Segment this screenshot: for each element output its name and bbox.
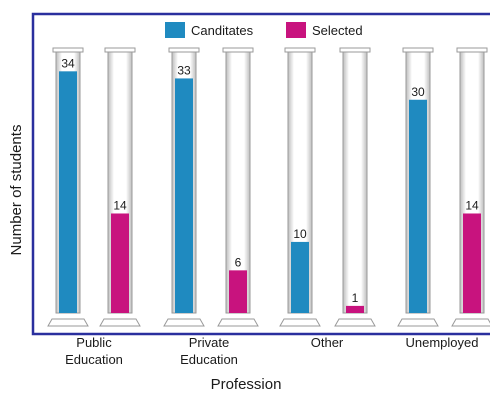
tube-lip-private-education-canditates: [168, 47, 200, 53]
bars: [59, 71, 481, 313]
data-label-unemployed-selected: 14: [465, 198, 479, 212]
legend-entry-selected: Selected: [286, 22, 363, 38]
data-label-private-education-canditates: 33: [177, 63, 191, 77]
bar-other-canditates: [291, 241, 309, 313]
legend-label-canditates: Canditates: [191, 23, 254, 38]
legend: Canditates Selected: [165, 22, 363, 38]
tube-lip-other-canditates: [284, 47, 316, 53]
tube-lip-unemployed-selected: [456, 47, 488, 53]
tube-other-selected: [342, 49, 368, 314]
data-label-private-education-selected: 6: [235, 255, 242, 269]
tube-lip-public-education-canditates: [52, 47, 84, 53]
category-label-private-education: Private Education: [180, 335, 238, 367]
data-label-other-canditates: 10: [293, 227, 307, 241]
x-axis-title: Profession: [211, 376, 282, 393]
category-label-public-education: Public Education: [65, 335, 123, 367]
legend-label-selected: Selected: [312, 23, 363, 38]
data-label-public-education-canditates: 34: [61, 56, 75, 70]
category-label-line: Public: [76, 335, 112, 350]
category-label-line: Other: [311, 335, 344, 350]
tube-lip-public-education-selected: [104, 47, 136, 53]
category-label-other: Other: [311, 335, 344, 350]
tube-base-private-education-canditates: [163, 318, 205, 327]
data-label-public-education-selected: 14: [113, 198, 127, 212]
legend-swatch-selected: [286, 22, 306, 38]
bar-unemployed-selected: [463, 213, 481, 313]
data-label-unemployed-canditates: 30: [411, 85, 425, 99]
category-label-line: Education: [180, 352, 238, 367]
tube-base-unemployed-selected: [451, 318, 490, 327]
bar-other-selected: [346, 305, 364, 313]
tube-lip-other-selected: [339, 47, 371, 53]
tube-base-private-education-selected: [217, 318, 259, 327]
bar-public-education-selected: [111, 213, 129, 313]
category-label-unemployed: Unemployed: [406, 335, 479, 350]
legend-entry-canditates: Canditates: [165, 22, 254, 38]
bar-unemployed-canditates: [409, 99, 427, 313]
tube-base-public-education-selected: [99, 318, 141, 327]
bar-private-education-selected: [229, 270, 247, 313]
category-label-line: Private: [189, 335, 229, 350]
tube-lip-private-education-selected: [222, 47, 254, 53]
category-label-line: Unemployed: [406, 335, 479, 350]
tube-base-other-selected: [334, 318, 376, 327]
tube-lip-unemployed-canditates: [402, 47, 434, 53]
bar-public-education-canditates: [59, 71, 77, 313]
tube-base-other-canditates: [279, 318, 321, 327]
y-axis-title: Number of students: [8, 125, 25, 256]
tube-base-unemployed-canditates: [397, 318, 439, 327]
legend-swatch-canditates: [165, 22, 185, 38]
data-label-other-selected: 1: [352, 291, 359, 305]
tube-base-public-education-canditates: [47, 318, 89, 327]
data-labels: 34 14 33 6 10 1 30 14: [61, 56, 479, 305]
category-label-line: Education: [65, 352, 123, 367]
bar-private-education-canditates: [175, 78, 193, 313]
